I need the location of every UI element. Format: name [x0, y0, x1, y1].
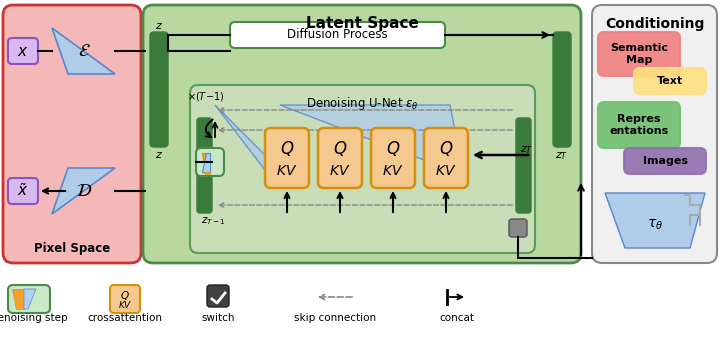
Text: $z_T$: $z_T$ — [520, 144, 533, 156]
Text: $z$: $z$ — [155, 150, 163, 160]
FancyBboxPatch shape — [624, 148, 706, 174]
Text: $\mathcal{E}$: $\mathcal{E}$ — [78, 42, 91, 60]
FancyBboxPatch shape — [592, 5, 717, 263]
Text: Conditioning: Conditioning — [605, 17, 704, 31]
Text: $\tau_\theta$: $\tau_\theta$ — [647, 218, 663, 232]
Text: denoising step: denoising step — [0, 313, 67, 323]
FancyBboxPatch shape — [509, 219, 527, 237]
Polygon shape — [12, 289, 24, 309]
Text: $KV$: $KV$ — [276, 164, 297, 178]
FancyBboxPatch shape — [143, 5, 581, 263]
FancyBboxPatch shape — [8, 285, 50, 313]
FancyBboxPatch shape — [265, 128, 309, 188]
Polygon shape — [215, 105, 280, 170]
Text: Repres
entations: Repres entations — [609, 114, 669, 136]
FancyBboxPatch shape — [3, 5, 141, 263]
Text: $KV$: $KV$ — [329, 164, 351, 178]
FancyBboxPatch shape — [553, 32, 571, 147]
Text: $KV$: $KV$ — [117, 300, 132, 310]
Text: concat: concat — [439, 313, 474, 323]
FancyBboxPatch shape — [318, 128, 362, 188]
Text: $z_{T-1}$: $z_{T-1}$ — [201, 215, 225, 227]
Text: $Q$: $Q$ — [438, 140, 453, 159]
Polygon shape — [52, 168, 115, 214]
FancyBboxPatch shape — [196, 148, 224, 176]
Text: Text: Text — [657, 76, 683, 86]
Polygon shape — [202, 172, 210, 174]
Polygon shape — [605, 193, 705, 248]
Text: Latent Space: Latent Space — [305, 16, 418, 31]
Text: $KV$: $KV$ — [382, 164, 404, 178]
Text: Images: Images — [642, 156, 688, 166]
FancyBboxPatch shape — [634, 68, 706, 94]
FancyBboxPatch shape — [230, 22, 445, 48]
Text: $x$: $x$ — [17, 44, 29, 58]
Text: $Q$: $Q$ — [120, 290, 130, 303]
FancyBboxPatch shape — [516, 118, 531, 213]
Text: skip connection: skip connection — [294, 313, 376, 323]
FancyBboxPatch shape — [424, 128, 468, 188]
FancyBboxPatch shape — [207, 285, 229, 307]
Polygon shape — [280, 105, 463, 170]
FancyBboxPatch shape — [8, 178, 38, 204]
FancyBboxPatch shape — [598, 102, 680, 148]
FancyBboxPatch shape — [190, 85, 535, 253]
Polygon shape — [24, 289, 36, 309]
Text: $\times(T\!-\!1)$: $\times(T\!-\!1)$ — [187, 90, 225, 103]
Text: $Q$: $Q$ — [280, 140, 294, 159]
Polygon shape — [202, 153, 210, 172]
Text: $Q$: $Q$ — [386, 140, 400, 159]
Text: $\tilde{x}$: $\tilde{x}$ — [17, 183, 29, 199]
Polygon shape — [52, 28, 115, 74]
FancyBboxPatch shape — [110, 285, 140, 313]
Text: Semantic
Map: Semantic Map — [610, 43, 668, 65]
FancyBboxPatch shape — [371, 128, 415, 188]
Text: crossattention: crossattention — [88, 313, 163, 323]
Text: Denoising U-Net $\epsilon_\theta$: Denoising U-Net $\epsilon_\theta$ — [306, 95, 419, 112]
Text: $z_T$: $z_T$ — [555, 150, 568, 162]
Text: $KV$: $KV$ — [436, 164, 456, 178]
Text: $Q$: $Q$ — [333, 140, 347, 159]
FancyBboxPatch shape — [8, 38, 38, 64]
Text: Pixel Space: Pixel Space — [34, 242, 110, 255]
Polygon shape — [202, 153, 210, 172]
Text: $\mathcal{D}$: $\mathcal{D}$ — [76, 182, 92, 200]
FancyBboxPatch shape — [598, 32, 680, 76]
Text: switch: switch — [202, 313, 235, 323]
FancyBboxPatch shape — [150, 32, 168, 147]
Text: $z$: $z$ — [155, 21, 163, 31]
FancyBboxPatch shape — [197, 118, 212, 213]
Text: Diffusion Process: Diffusion Process — [287, 29, 388, 42]
